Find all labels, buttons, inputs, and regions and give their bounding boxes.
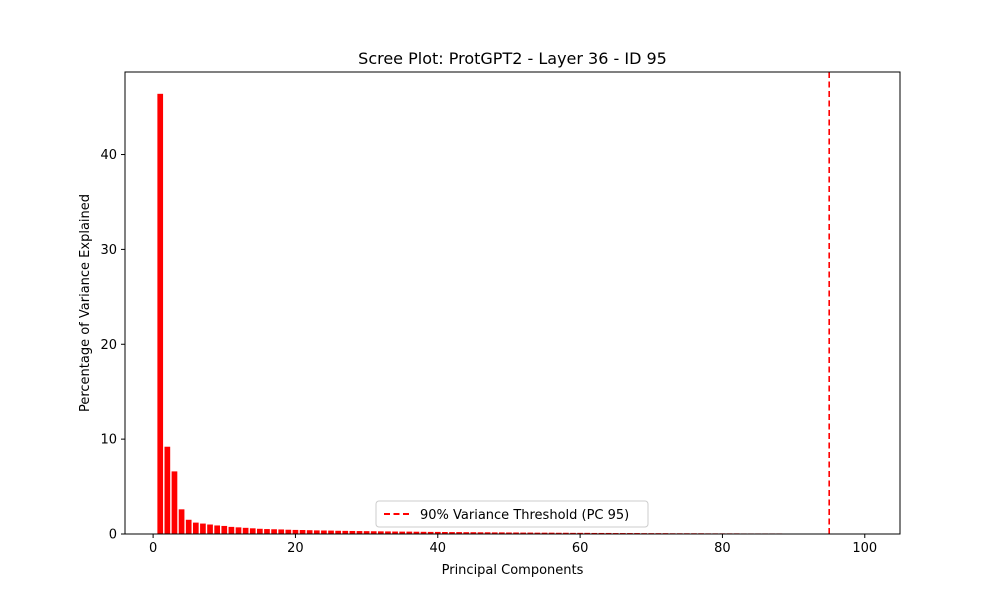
bar (328, 530, 334, 534)
bar (434, 531, 441, 534)
bar (392, 531, 398, 534)
x-tick-label: 100 (852, 541, 877, 556)
x-axis-label: Principal Components (442, 563, 584, 578)
bar (420, 531, 427, 534)
x-tick-label: 0 (149, 541, 157, 556)
bar (520, 532, 527, 534)
bar (406, 531, 413, 534)
bar (349, 530, 356, 534)
plot-frame (124, 71, 901, 535)
bar (306, 530, 313, 534)
bar (221, 525, 228, 534)
bar (185, 519, 192, 534)
bar (178, 509, 185, 534)
bar (442, 532, 448, 534)
bar (548, 532, 555, 534)
bar (506, 532, 512, 534)
bar (335, 530, 341, 534)
bar (377, 531, 384, 534)
bar-series (157, 93, 868, 535)
bar (192, 522, 199, 534)
bar (292, 529, 299, 534)
bar (385, 531, 391, 534)
bar (321, 530, 327, 534)
bar (491, 532, 498, 534)
y-tick-label: 10 (100, 433, 117, 448)
legend-threshold-label: 90% Variance Threshold (PC 95) (420, 508, 629, 523)
bar (313, 530, 320, 534)
bar (285, 529, 292, 534)
bar (242, 527, 249, 534)
bar (278, 529, 285, 534)
bar (527, 532, 534, 534)
bar (370, 531, 377, 534)
y-axis-ticks: 0 10 20 30 40 (100, 148, 125, 543)
bar (477, 532, 484, 534)
x-tick-label: 20 (287, 541, 304, 556)
y-tick-label: 30 (100, 243, 117, 258)
bar (257, 528, 263, 534)
bar (563, 532, 569, 534)
legend: 90% Variance Threshold (PC 95) (375, 500, 649, 528)
bar (399, 531, 406, 534)
bar (498, 532, 505, 534)
bar (570, 532, 576, 534)
bar (214, 525, 221, 534)
bar (413, 531, 420, 534)
bar (463, 532, 470, 534)
bar (534, 532, 541, 534)
bar (456, 532, 462, 534)
bar (200, 523, 206, 534)
bar (264, 529, 270, 534)
y-tick-label: 20 (100, 338, 117, 353)
bar (171, 471, 178, 534)
bar (555, 532, 562, 534)
bar (541, 532, 548, 534)
y-axis-label: Percentage of Variance Explained (78, 194, 93, 412)
bar (577, 532, 583, 534)
bar (584, 532, 591, 534)
bar (157, 93, 164, 534)
bar (235, 527, 242, 534)
bar (342, 530, 349, 534)
chart-title: Scree Plot: ProtGPT2 - Layer 36 - ID 95 (358, 49, 667, 68)
bar (299, 530, 306, 534)
bar (513, 532, 519, 534)
bar (271, 529, 277, 534)
legend-box (375, 500, 649, 528)
bar (605, 532, 612, 534)
x-tick-label: 80 (714, 541, 731, 556)
bar (228, 526, 235, 534)
bar (363, 531, 370, 534)
bar (207, 524, 213, 534)
y-tick-label: 0 (109, 528, 117, 543)
bar (598, 532, 605, 534)
bar (356, 531, 363, 534)
bar (591, 532, 598, 534)
bar (470, 532, 477, 534)
x-tick-label: 60 (572, 541, 589, 556)
bar (427, 531, 434, 534)
x-tick-label: 40 (430, 541, 447, 556)
bar (164, 446, 171, 534)
bar (249, 528, 256, 534)
x-axis-ticks: 0 20 40 60 80 100 (149, 534, 877, 556)
y-tick-label: 40 (100, 148, 117, 163)
bar (449, 532, 455, 534)
bar (484, 532, 491, 534)
